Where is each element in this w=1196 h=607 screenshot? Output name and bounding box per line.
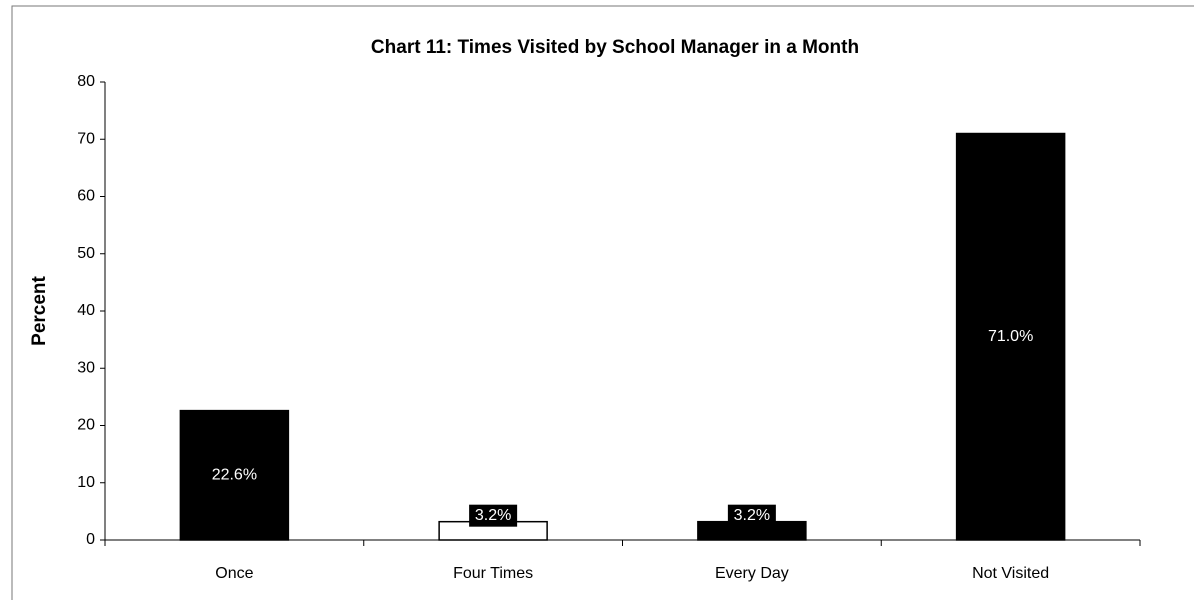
frame — [11, 5, 1194, 600]
data-label: 22.6% — [212, 467, 257, 484]
data-label: 71.0% — [988, 328, 1033, 345]
data-label: 3.2% — [734, 507, 770, 524]
y-tick-label: 50 — [77, 245, 95, 262]
x-tick-label: Every Day — [715, 565, 789, 582]
y-axis-label: Percent — [29, 275, 50, 345]
y-tick-label: 60 — [77, 188, 95, 205]
x-tick-label: Not Visited — [972, 565, 1049, 582]
data-label-bg — [469, 504, 518, 527]
x-tick-label: Four Times — [453, 565, 533, 582]
y-tick-label: 20 — [77, 417, 95, 434]
x-tick-label: Once — [215, 565, 253, 582]
y-tick-label: 30 — [77, 359, 95, 376]
data-label-bg — [986, 325, 1035, 348]
y-tick-label: 40 — [77, 302, 95, 319]
y-tick-label: 0 — [86, 531, 95, 548]
data-label-bg — [727, 504, 776, 527]
y-tick-label: 10 — [77, 474, 95, 491]
data-label: 3.2% — [475, 507, 511, 524]
y-tick-label: 70 — [77, 130, 95, 147]
chart-title: Chart 11: Times Visited by School Manage… — [371, 37, 859, 58]
y-tick-label: 80 — [77, 73, 95, 90]
data-label-bg — [210, 464, 259, 487]
